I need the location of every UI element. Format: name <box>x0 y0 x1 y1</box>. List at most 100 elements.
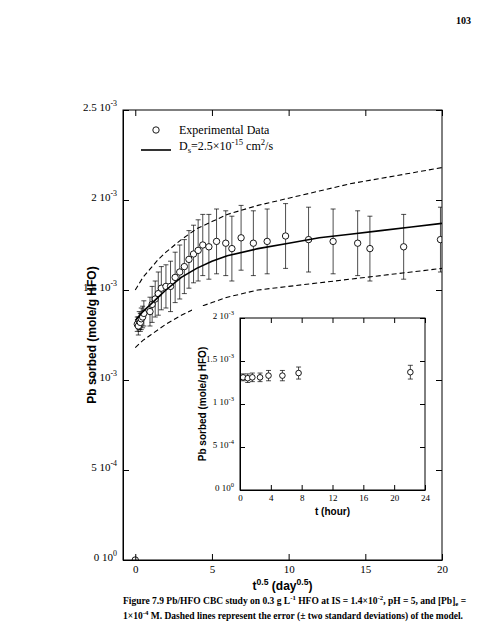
data-point <box>206 244 212 250</box>
data-point <box>250 375 256 381</box>
tick-mark <box>420 404 425 405</box>
text-run: /s <box>265 139 273 153</box>
x-axis: 05101520 <box>124 554 449 575</box>
tick-label: 20 <box>437 563 449 575</box>
x-axis-mirror <box>136 110 443 116</box>
tick-mark <box>436 380 442 381</box>
tick-label: 16 <box>359 493 369 503</box>
tick-mark <box>442 110 443 116</box>
error-bar <box>250 373 255 382</box>
error-bar <box>173 252 178 302</box>
tick-mark <box>425 485 426 490</box>
text-run: 5 10 <box>213 440 229 450</box>
caption-line: 1×10-4 M. Dashed lines represent the err… <box>123 609 463 622</box>
text-run: 0 10 <box>94 551 114 563</box>
text-run: 0 10 <box>215 483 231 493</box>
tick-mark <box>394 485 395 490</box>
page: 1030 1005 10-41 10-31.5 10-32 10-32.5 10… <box>0 0 488 640</box>
tick-label: 2 10-3 <box>91 189 117 202</box>
text-run: HFO at IS = 1.4×10 <box>296 596 378 606</box>
text-run: (day <box>268 579 296 593</box>
text-run: M. Dashed lines represent the error (± t… <box>148 611 463 622</box>
error-bar <box>182 240 187 294</box>
inset-background <box>192 306 433 523</box>
text-run: 0.5 <box>256 577 268 587</box>
data-point <box>257 375 263 381</box>
tick-mark <box>302 318 303 323</box>
text-run: 1.5 10 <box>206 354 229 364</box>
data-point <box>330 238 336 244</box>
x-axis-line <box>124 560 443 561</box>
tick <box>271 318 272 323</box>
legend-symbol <box>153 127 159 133</box>
text-run: , pH = 5, and [Pb] <box>383 596 455 606</box>
tick: 5 10-4 <box>213 438 245 450</box>
text-run: 0 <box>231 481 234 488</box>
tick-label: 20 <box>390 493 400 503</box>
error-bar <box>331 209 336 274</box>
error-bar <box>191 225 196 283</box>
text-run: 5 10 <box>91 461 111 473</box>
page-number: 103 <box>456 15 471 26</box>
error-bar <box>229 216 234 281</box>
tick-mark <box>436 470 442 471</box>
tick-mark <box>123 470 129 471</box>
y-axis-mirror <box>436 111 442 561</box>
text-run: =2.5×10 <box>191 139 232 153</box>
legend-label: Experimental Data <box>179 123 270 137</box>
tick-label: 15 <box>360 563 372 575</box>
tick <box>425 318 426 323</box>
tick-mark <box>123 290 129 291</box>
tick <box>302 318 303 323</box>
tick-mark <box>271 485 272 490</box>
data-point <box>238 235 244 241</box>
error-bar <box>223 211 228 276</box>
data-point <box>296 370 302 376</box>
tick-mark <box>363 485 364 490</box>
tick: 2 10-3 <box>91 189 129 202</box>
data-point <box>229 245 235 251</box>
data-point <box>354 240 360 246</box>
tick-mark <box>436 110 442 111</box>
tick: 1.5 10-3 <box>206 352 245 364</box>
tick-label: 24 <box>421 493 431 503</box>
tick-mark <box>363 318 364 323</box>
error-bar <box>251 211 256 276</box>
tick: 15 <box>360 554 372 575</box>
tick: 2.5 10-3 <box>83 99 129 112</box>
main-chart: 0 1005 10-41 10-31.5 10-32 10-32.5 10-30… <box>83 99 449 593</box>
tick-label: 0 <box>133 563 139 575</box>
text-run: 1 10 <box>213 397 229 407</box>
inset-chart: 0 1005 10-41 10-31.5 10-32 10-3048121620… <box>192 306 433 523</box>
error-bar <box>296 367 301 379</box>
error-bar <box>266 370 271 380</box>
tick-mark <box>420 318 425 319</box>
legend-symbol <box>141 149 171 151</box>
tick: 5 10-4 <box>91 459 129 472</box>
tick <box>363 318 364 323</box>
error-bar <box>355 211 360 276</box>
tick-label: 2.5 10-3 <box>83 99 117 112</box>
x-axis-title: t (hour) <box>315 506 350 517</box>
legend-label: Ds=2.5×10-15 cm2/s <box>179 137 273 155</box>
tick-label: 8 <box>300 493 305 503</box>
tick <box>212 110 213 116</box>
tick: 10 <box>284 554 296 575</box>
tick <box>135 110 136 116</box>
tick-label: 0 <box>238 493 243 503</box>
tick: 1 10-3 <box>213 395 245 407</box>
error-bar <box>186 231 191 289</box>
tick <box>442 110 443 116</box>
data-point <box>400 244 406 250</box>
text-run: -4 <box>229 438 235 445</box>
data-point <box>266 373 272 379</box>
tick-label: 1.5 10-3 <box>206 352 234 364</box>
tick-mark <box>394 318 395 323</box>
tick-label: 10 <box>284 563 296 575</box>
error-bar <box>265 209 270 274</box>
tick-mark <box>365 110 366 116</box>
text-run: -4 <box>110 459 117 468</box>
tick <box>436 470 442 471</box>
page-svg: 1030 1005 10-41 10-31.5 10-32 10-32.5 10… <box>0 0 488 640</box>
error-bar <box>367 216 372 281</box>
